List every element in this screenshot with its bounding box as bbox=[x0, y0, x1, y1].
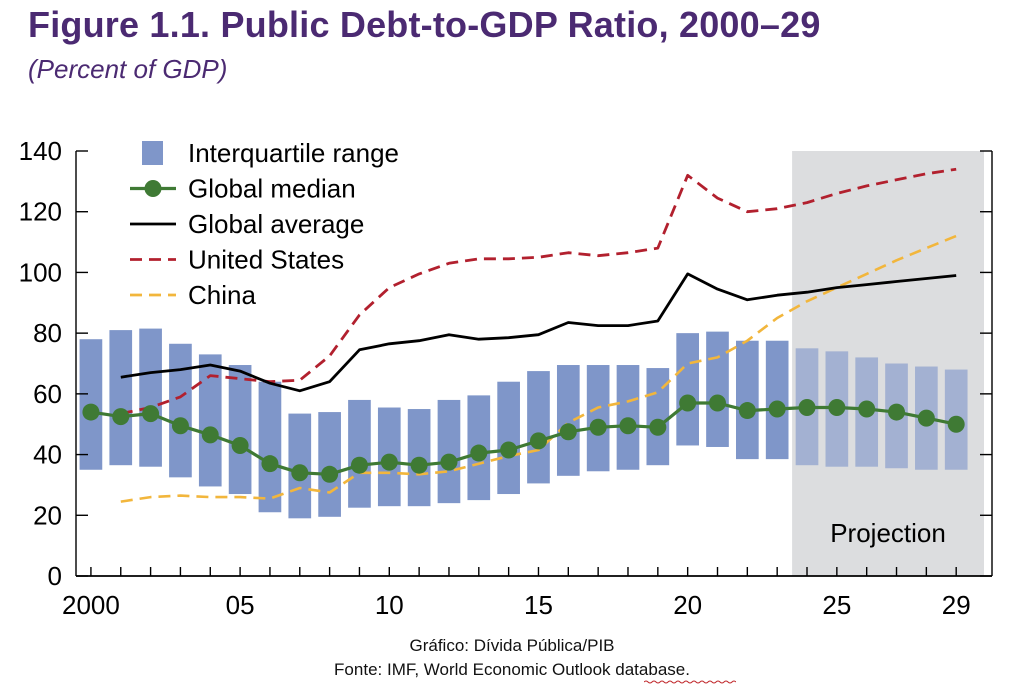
median-point-2025 bbox=[828, 399, 846, 417]
legend-marker-global-median bbox=[144, 180, 162, 197]
legend-label-united-states: United States bbox=[188, 245, 344, 275]
median-point-2018 bbox=[619, 417, 637, 435]
iqr-bar-2016 bbox=[556, 365, 580, 476]
x-tick-label-2000: 2000 bbox=[62, 590, 120, 620]
legend-label-interquartile-range: Interquartile range bbox=[188, 138, 399, 168]
iqr-bar-2021 bbox=[706, 331, 729, 447]
iqr-bar-2009 bbox=[348, 399, 371, 508]
y-tick-label-60: 60 bbox=[33, 379, 62, 409]
legend-label-global-average: Global average bbox=[188, 209, 364, 239]
x-tick-label-05: 05 bbox=[226, 590, 255, 620]
median-point-2004 bbox=[201, 426, 219, 444]
median-point-2010 bbox=[380, 453, 398, 471]
median-point-2000 bbox=[82, 403, 100, 421]
median-point-2026 bbox=[858, 400, 876, 418]
median-point-2013 bbox=[470, 444, 488, 462]
iqr-bar-2020 bbox=[676, 333, 699, 446]
iqr-bar-2008 bbox=[318, 412, 341, 517]
median-point-2009 bbox=[350, 456, 368, 474]
iqr-bar-2004 bbox=[198, 354, 222, 487]
median-point-2017 bbox=[589, 418, 607, 436]
median-point-2028 bbox=[917, 409, 935, 427]
median-point-2019 bbox=[649, 418, 667, 436]
median-point-2029 bbox=[947, 415, 965, 433]
median-point-2012 bbox=[440, 453, 458, 471]
median-point-2008 bbox=[321, 465, 339, 483]
y-tick-label-140: 140 bbox=[19, 136, 62, 166]
iqr-bar-2005 bbox=[228, 365, 252, 495]
chart-subtitle: (Percent of GDP) bbox=[28, 54, 228, 84]
iqr-bar-2019 bbox=[646, 368, 670, 466]
caption-source: Fonte: IMF, World Economic Outlook datab… bbox=[334, 660, 690, 679]
x-tick-label-20: 20 bbox=[673, 590, 702, 620]
x-tick-label-25: 25 bbox=[822, 590, 851, 620]
median-point-2011 bbox=[410, 456, 428, 474]
legend-swatch-interquartile-range bbox=[142, 141, 163, 165]
caption-chart-name: Gráfico: Dívida Pública/PIB bbox=[409, 636, 615, 655]
debt-to-gdp-chart: 0 20 40 60 80 100 120 140 2000 05 10 15 20 25 29 Projec… bbox=[19, 136, 993, 620]
legend-label-global-median: Global median bbox=[188, 174, 356, 204]
x-tick-label-15: 15 bbox=[524, 590, 553, 620]
median-point-2024 bbox=[798, 399, 816, 417]
projection-label: Projection bbox=[830, 518, 946, 548]
china-line bbox=[120, 234, 957, 503]
iqr-bar-2015 bbox=[527, 371, 550, 484]
y-tick-label-80: 80 bbox=[33, 318, 62, 348]
median-point-2002 bbox=[142, 405, 160, 423]
iqr-bar-2003 bbox=[169, 343, 192, 478]
median-point-2021 bbox=[708, 394, 726, 412]
iqr-bar-2002 bbox=[139, 328, 162, 467]
median-point-2014 bbox=[500, 441, 518, 459]
median-point-2001 bbox=[112, 408, 130, 426]
y-tick-label-100: 100 bbox=[19, 257, 62, 287]
y-tick-label-120: 120 bbox=[19, 197, 62, 227]
global-average-line bbox=[120, 272, 957, 393]
median-point-2003 bbox=[171, 417, 189, 435]
median-point-2022 bbox=[738, 402, 756, 420]
median-point-2023 bbox=[768, 400, 786, 418]
median-point-2007 bbox=[291, 464, 309, 482]
legend-label-china: China bbox=[188, 280, 256, 310]
y-tick-label-20: 20 bbox=[33, 500, 62, 530]
iqr-bar-2022 bbox=[735, 340, 759, 460]
iqr-bar-2023 bbox=[765, 340, 789, 460]
y-tick-label-0: 0 bbox=[48, 561, 62, 591]
iqr-bar-2001 bbox=[109, 330, 133, 466]
iqr-bar-2014 bbox=[497, 381, 520, 495]
median-point-2006 bbox=[261, 455, 279, 473]
x-tick-label-10: 10 bbox=[375, 590, 404, 620]
chart-title: Figure 1.1. Public Debt-to-GDP Ratio, 20… bbox=[28, 4, 821, 45]
median-point-2016 bbox=[559, 423, 577, 441]
iqr-bar-2012 bbox=[437, 399, 461, 504]
iqr-bar-2017 bbox=[586, 365, 610, 472]
x-tick-label-29: 29 bbox=[942, 590, 971, 620]
median-point-2027 bbox=[888, 403, 906, 421]
median-point-2005 bbox=[231, 436, 249, 454]
median-point-2015 bbox=[529, 432, 547, 450]
spellcheck-underline bbox=[644, 680, 736, 684]
y-tick-label-40: 40 bbox=[33, 440, 62, 470]
median-point-2020 bbox=[679, 394, 697, 412]
iqr-bar-2006 bbox=[258, 381, 282, 513]
